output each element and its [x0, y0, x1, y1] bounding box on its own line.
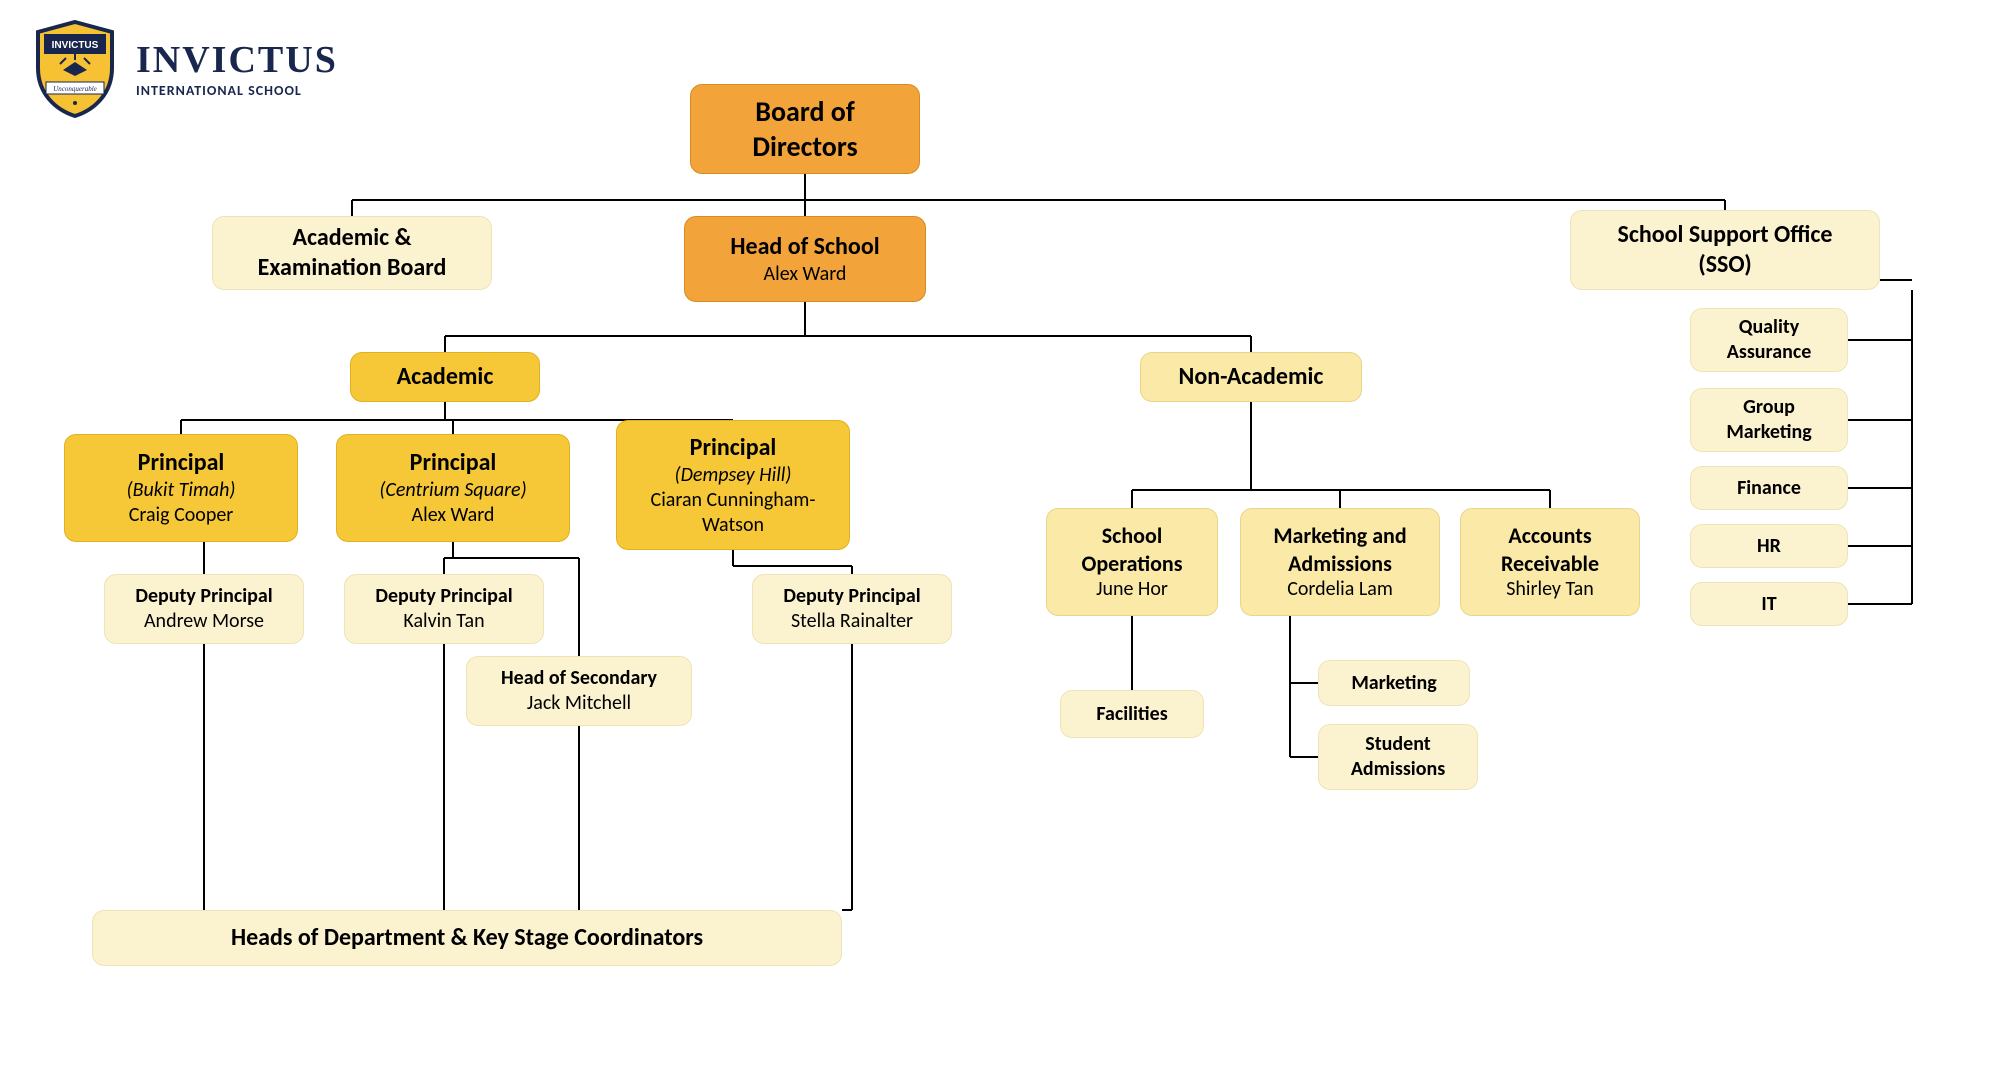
org-node-board: Board ofDirectors	[690, 84, 920, 174]
logo-name: INVICTUS	[136, 38, 338, 82]
org-node-aeb: Academic &Examination Board	[212, 216, 492, 290]
org-node-ar: AccountsReceivableShirley Tan	[1460, 508, 1640, 616]
org-node-p1: Principal(Bukit Timah)Craig Cooper	[64, 434, 298, 542]
org-node-fin: Finance	[1690, 466, 1848, 510]
org-node-dp1: Deputy PrincipalAndrew Morse	[104, 574, 304, 644]
org-node-gmkt: GroupMarketing	[1690, 388, 1848, 452]
svg-text:INVICTUS: INVICTUS	[52, 40, 99, 51]
org-node-dp3: Deputy PrincipalStella Rainalter	[752, 574, 952, 644]
org-node-fac: Facilities	[1060, 690, 1204, 738]
org-node-p2: Principal(Centrium Square)Alex Ward	[336, 434, 570, 542]
org-node-stadm: StudentAdmissions	[1318, 724, 1478, 790]
logo-text: INVICTUS INTERNATIONAL SCHOOL	[136, 38, 338, 99]
org-node-hsec: Head of SecondaryJack Mitchell	[466, 656, 692, 726]
org-node-it: IT	[1690, 582, 1848, 626]
org-node-mkta: Marketing andAdmissionsCordelia Lam	[1240, 508, 1440, 616]
org-node-nonacad: Non-Academic	[1140, 352, 1362, 402]
school-logo: INVICTUS Unconquerable INVICTUS INTERNAT…	[30, 18, 338, 118]
org-node-qa: QualityAssurance	[1690, 308, 1848, 372]
org-node-academic: Academic	[350, 352, 540, 402]
org-node-sso: School Support Office(SSO)	[1570, 210, 1880, 290]
org-node-p3: Principal(Dempsey Hill)Ciaran Cunningham…	[616, 420, 850, 550]
svg-text:Unconquerable: Unconquerable	[53, 85, 97, 93]
org-node-hr: HR	[1690, 524, 1848, 568]
org-node-head: Head of SchoolAlex Ward	[684, 216, 926, 302]
org-node-dp2: Deputy PrincipalKalvin Tan	[344, 574, 544, 644]
org-node-hod: Heads of Department & Key Stage Coordina…	[92, 910, 842, 966]
org-node-schops: SchoolOperationsJune Hor	[1046, 508, 1218, 616]
shield-icon: INVICTUS Unconquerable	[30, 18, 120, 118]
org-node-mkt: Marketing	[1318, 660, 1470, 706]
logo-subtitle: INTERNATIONAL SCHOOL	[136, 82, 338, 99]
